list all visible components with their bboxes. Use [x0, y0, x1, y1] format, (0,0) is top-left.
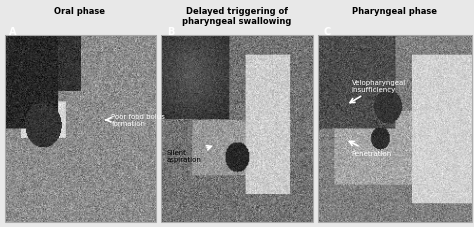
Text: Penetration: Penetration: [349, 142, 392, 156]
Text: A: A: [9, 27, 16, 37]
Bar: [318, 36, 472, 222]
Text: Oral phase: Oral phase: [54, 7, 105, 16]
Text: Pharyngeal phase: Pharyngeal phase: [352, 7, 437, 16]
Bar: [5, 36, 156, 222]
Text: Velopharyngeal
insufficiency: Velopharyngeal insufficiency: [350, 80, 406, 103]
Text: B: B: [167, 27, 174, 37]
Text: C: C: [323, 27, 330, 37]
Text: Delayed triggering of
pharyngeal swallowing: Delayed triggering of pharyngeal swallow…: [182, 7, 292, 26]
Bar: [161, 36, 313, 222]
Text: Silent
aspiration: Silent aspiration: [167, 146, 211, 162]
Text: Poor food bolus
formation: Poor food bolus formation: [106, 114, 165, 127]
